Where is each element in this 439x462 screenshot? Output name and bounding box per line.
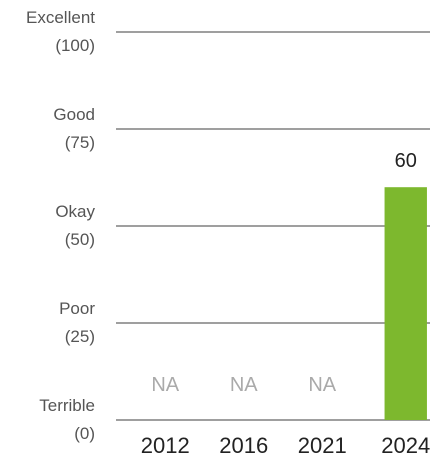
value-label: NA	[308, 374, 337, 396]
value-label: NA	[151, 374, 180, 396]
x-tick-label: 2021	[297, 433, 347, 458]
y-tick-label: Poor (25)	[59, 299, 95, 346]
value-label: 60	[394, 150, 417, 173]
x-tick-label: 2024	[381, 433, 431, 458]
y-tick-label: Okay (50)	[55, 202, 95, 249]
bar	[384, 187, 427, 420]
x-tick-label: 2016	[219, 433, 269, 458]
x-tick-label: 2012	[140, 433, 190, 458]
y-tick-label: Terrible (0)	[39, 396, 95, 443]
value-label: NA	[229, 374, 258, 396]
y-tick-label: Good (75)	[53, 105, 95, 152]
y-tick-label: Excellent (100)	[26, 8, 95, 55]
